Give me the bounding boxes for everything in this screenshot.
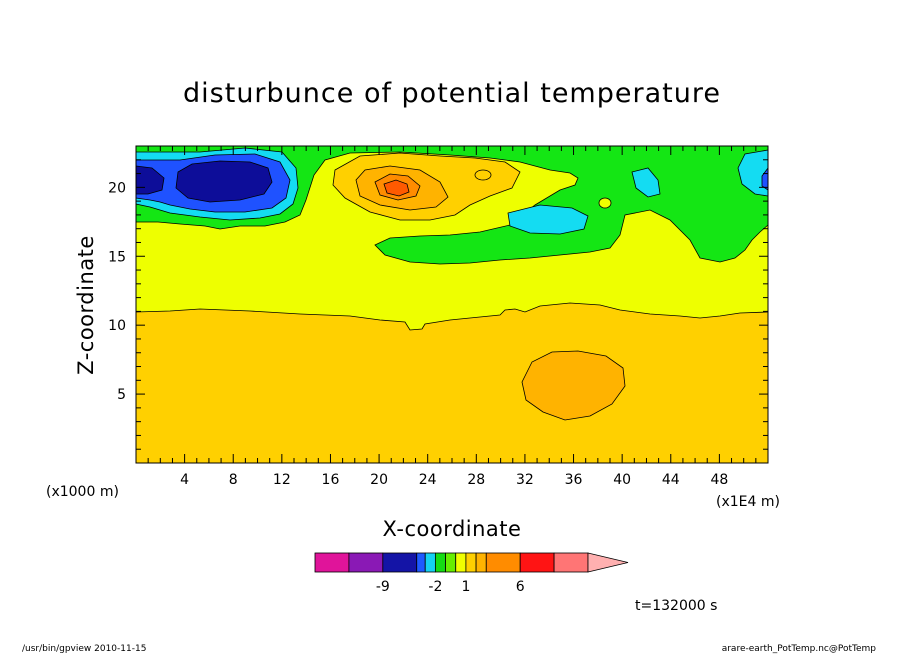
footer-right: arare-earth_PotTemp.nc@PotTemp — [722, 644, 877, 654]
x-tick-label: 24 — [419, 472, 437, 488]
colorbar-tick-label: -9 — [376, 579, 390, 595]
chart-title: disturbunce of potential temperature — [183, 78, 721, 109]
colorbar-box — [475, 552, 487, 573]
colorbar-box — [485, 552, 521, 573]
colorbar-box — [455, 552, 467, 573]
y-tick-label: 10 — [108, 318, 126, 334]
y-tick-label: 20 — [108, 180, 126, 196]
colorbar-tick-label: -2 — [428, 579, 442, 595]
y-tick-label: 15 — [108, 249, 126, 265]
x-tick-label: 4 — [180, 472, 189, 488]
dark-orange-core — [383, 179, 410, 197]
colorbar-box — [416, 552, 426, 573]
y-tick-label: 5 — [117, 387, 126, 403]
colorbar-box — [314, 552, 350, 573]
x-tick-label: 40 — [613, 472, 631, 488]
x-axis-label: X-coordinate — [383, 517, 522, 541]
colorbar — [314, 552, 629, 573]
x-tick-label: 32 — [516, 472, 534, 488]
colorbar-tick-label: 1 — [461, 579, 470, 595]
colorbar-labels: -9 -2 1 6 — [376, 579, 525, 595]
small-warm-spot — [474, 169, 492, 181]
x-extra-unit-label: (x1E4 m) — [716, 494, 780, 510]
x-tick-label: 36 — [565, 472, 583, 488]
cyan-mid-patch — [507, 204, 589, 235]
colorbar-box — [553, 552, 589, 573]
x-tick-label: 16 — [322, 472, 340, 488]
lower-orange-blob — [521, 350, 626, 421]
contour-plot — [135, 145, 769, 464]
x-tick-labels: 4 8 12 16 20 24 28 32 36 40 44 48 — [180, 472, 728, 488]
small-yellow-spot — [598, 197, 612, 209]
x-tick-label: 48 — [710, 472, 728, 488]
axis-ticks — [135, 145, 769, 464]
x-unit-label: (x1000 m) — [46, 484, 119, 500]
colorbar-box — [445, 552, 457, 573]
x-tick-label: 20 — [370, 472, 388, 488]
dark-blue-core — [175, 160, 273, 203]
y-axis-label: Z-coordinate — [74, 235, 98, 375]
footer-left: /usr/bin/gpview 2010-11-15 — [22, 644, 146, 654]
x-tick-label: 44 — [662, 472, 680, 488]
colorbar-box — [434, 552, 446, 573]
colorbar-box — [465, 552, 477, 573]
colorbar-box — [424, 552, 436, 573]
colorbar-box — [348, 552, 384, 573]
colorbar-arrow — [587, 552, 629, 573]
time-label: t=132000 s — [635, 598, 717, 614]
colorbar-box — [382, 552, 418, 573]
cyan-small-patch — [631, 167, 661, 198]
x-tick-label: 8 — [229, 472, 238, 488]
colorbar-tick-label: 6 — [516, 579, 525, 595]
colorbar-box — [519, 552, 555, 573]
x-tick-label: 28 — [467, 472, 485, 488]
x-tick-label: 12 — [273, 472, 291, 488]
y-tick-labels: 5 10 15 20 — [108, 180, 126, 403]
